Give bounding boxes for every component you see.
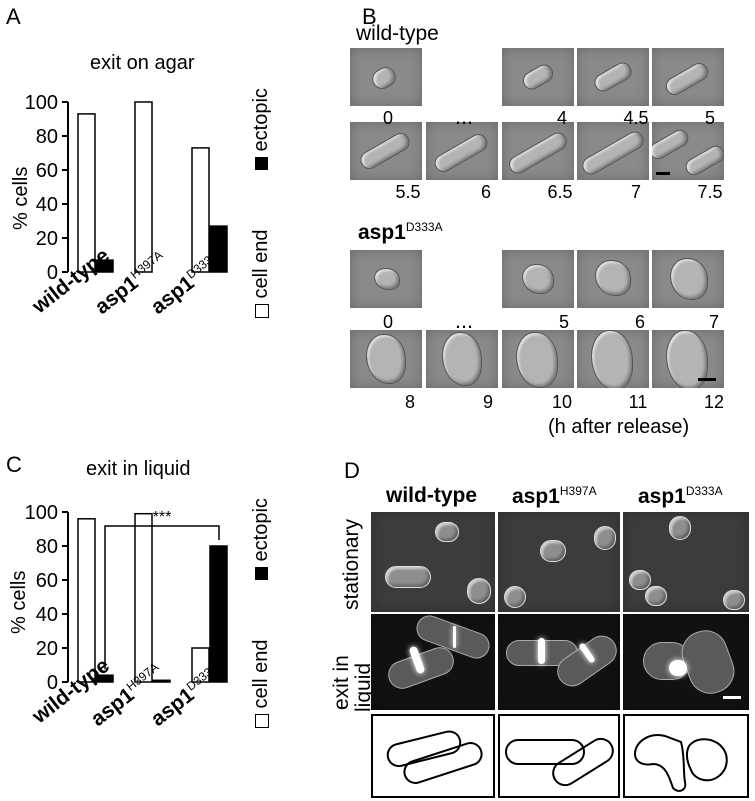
- micrograph-d333a-0h: [350, 250, 422, 308]
- micrograph-d333a-9h: [426, 330, 498, 388]
- y-tick-label: 20: [36, 228, 58, 250]
- time-ellipsis: ...: [454, 104, 474, 129]
- y-tick-label: 100: [25, 502, 58, 524]
- micrograph-wt-6-5h: [502, 122, 574, 180]
- significance-label: ***: [153, 509, 172, 526]
- panel-c-legend-ectopic: ectopic: [250, 498, 273, 580]
- y-tick-label: 60: [36, 570, 58, 592]
- bar-ectopic: [95, 259, 114, 273]
- time-label: 6: [480, 182, 491, 202]
- time-label: 0: [382, 108, 393, 128]
- time-label: 7: [630, 182, 641, 202]
- bar-ectopic: [95, 674, 114, 683]
- time-label: 5: [558, 312, 569, 332]
- micrograph-d333a-8h: [350, 330, 422, 388]
- time-label: 4: [556, 108, 567, 128]
- panel-b-axis-note: (h after release): [548, 416, 690, 438]
- micrograph-fluor-wt: [371, 614, 495, 710]
- micrograph-wt-7-5h: [652, 122, 724, 180]
- micrograph-wt-7h: [577, 122, 649, 180]
- time-label: 5.5: [395, 182, 421, 202]
- panel-a-chart: 0 20 40 60 80 100: [25, 92, 228, 284]
- micrograph-wt-5-5h: [350, 122, 422, 180]
- panel-d-row-exit-line1: exit in: [330, 655, 353, 710]
- time-label: 4.5: [623, 108, 649, 128]
- bar-cell-end: [134, 512, 153, 683]
- panel-c-legend-cell-end: cell end: [250, 639, 273, 728]
- legend-label-cell-end: cell end: [250, 639, 272, 709]
- panel-d-row-stationary: stationary: [340, 518, 363, 610]
- bar-ectopic: [152, 679, 171, 683]
- bar-cell-end: [134, 101, 153, 273]
- micrograph-wt-6h: [426, 122, 498, 180]
- panel-b-wt-title: wild-type: [356, 22, 439, 45]
- legend-swatch-cell-end: [254, 714, 269, 728]
- y-tick-label: 60: [36, 160, 58, 182]
- micrograph-wt-0h: [350, 48, 422, 106]
- outline-wt: [371, 714, 495, 798]
- time-label: 8: [404, 392, 415, 412]
- outline-h397a: [498, 714, 620, 798]
- y-tick-label: 0: [47, 672, 58, 694]
- time-label: 7.5: [697, 182, 723, 202]
- panel-c-label: C: [6, 452, 22, 477]
- bar-cell-end: [191, 147, 210, 273]
- bar-ectopic: [209, 225, 228, 273]
- micrograph-stationary-d333a: [623, 512, 749, 612]
- panel-c-chart: 0 20 40 60 80 100 ***: [25, 502, 228, 694]
- micrograph-fluor-h397a: [498, 614, 620, 710]
- micrograph-d333a-7h: [652, 250, 724, 308]
- bar-ectopic: [209, 545, 228, 683]
- scale-bar: [656, 172, 670, 175]
- micrograph-d333a-5h: [502, 250, 574, 308]
- time-label: 11: [628, 392, 648, 412]
- time-label: 6.5: [547, 182, 573, 202]
- panel-d-col-d333a: asp1D333A: [638, 484, 723, 508]
- panel-c-title: exit in liquid: [86, 458, 191, 480]
- panel-a-title: exit on agar: [90, 52, 195, 74]
- time-ellipsis: ...: [454, 308, 474, 333]
- significance-bracket: [104, 525, 220, 670]
- y-tick-label: 20: [36, 638, 58, 660]
- time-label: 0: [382, 312, 393, 332]
- bar-cell-end: [77, 518, 96, 683]
- bar-cell-end: [77, 113, 96, 273]
- time-label: 12: [703, 392, 725, 412]
- micrograph-wt-5h: [652, 48, 724, 106]
- legend-label-ectopic: ectopic: [250, 498, 272, 562]
- y-tick-label: 40: [36, 194, 58, 216]
- micrograph-d333a-11h: [577, 330, 649, 388]
- bar-cell-end: [191, 647, 210, 683]
- micrograph-d333a-12h: [652, 330, 724, 388]
- y-tick-label: 40: [36, 604, 58, 626]
- time-label: 6: [634, 312, 645, 332]
- time-label: 9: [482, 392, 493, 412]
- legend-swatch-ectopic: [255, 567, 269, 580]
- micrograph-stationary-h397a: [498, 512, 620, 612]
- time-label: 7: [708, 312, 719, 332]
- panel-a-label: A: [6, 4, 21, 29]
- panel-b-mutant-title: asp1D333A: [358, 220, 443, 244]
- panel-b-label: B: [362, 4, 377, 29]
- y-tick-label: 0: [47, 262, 58, 284]
- micrograph-d333a-6h: [577, 250, 649, 308]
- scale-bar: [698, 378, 716, 381]
- panel-d-col-wild-type: wild-type: [386, 484, 478, 507]
- micrograph-wt-4h: [502, 48, 574, 106]
- panel-d-label: D: [344, 458, 360, 483]
- micrograph-fluor-d333a: [623, 614, 749, 710]
- time-label: 5: [704, 108, 715, 128]
- panel-d-col-h397a: asp1H397A: [512, 484, 597, 508]
- time-label: 10: [551, 392, 573, 412]
- y-tick-label: 80: [36, 536, 58, 558]
- scale-bar: [723, 696, 741, 699]
- y-tick-label: 80: [36, 126, 58, 148]
- outline-d333a: [623, 714, 749, 798]
- y-tick-label: 100: [25, 92, 58, 114]
- micrograph-d333a-10h: [502, 330, 574, 388]
- micrograph-stationary-wt: [371, 512, 495, 612]
- micrograph-wt-4-5h: [577, 48, 649, 106]
